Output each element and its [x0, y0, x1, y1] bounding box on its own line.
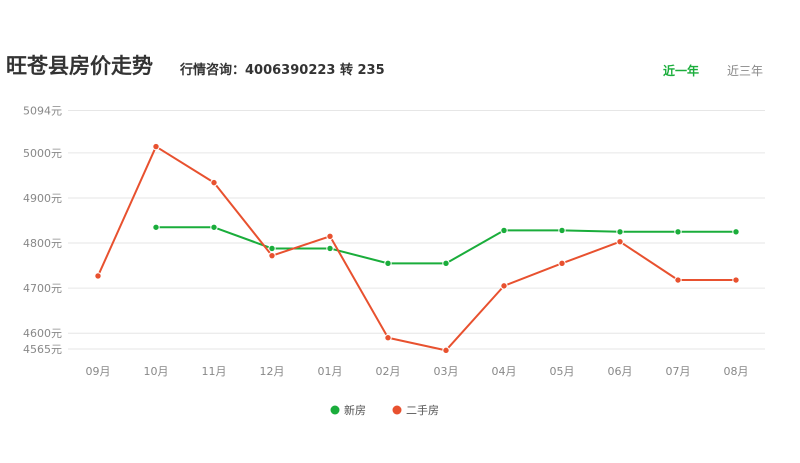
x-tick-label: 05月: [550, 365, 575, 378]
legend-item[interactable]: 新房: [330, 403, 367, 417]
data-point[interactable]: [558, 259, 566, 268]
data-point[interactable]: [326, 232, 334, 240]
data-point[interactable]: [268, 251, 276, 260]
data-point[interactable]: [384, 259, 392, 268]
data-point[interactable]: [732, 276, 740, 284]
data-point[interactable]: [732, 228, 740, 236]
y-tick-label: 5000元: [23, 147, 62, 160]
tab-three-year[interactable]: 近三年: [727, 64, 764, 78]
data-point[interactable]: [152, 142, 160, 151]
legend-label: 新房: [344, 403, 366, 417]
legend-item[interactable]: 二手房: [392, 403, 440, 417]
y-tick-label: 5094元: [23, 105, 62, 118]
data-point[interactable]: [616, 237, 624, 246]
legend: 新房 二手房: [330, 403, 440, 417]
data-point[interactable]: [442, 259, 450, 268]
data-point[interactable]: [500, 226, 508, 235]
x-tick-label: 02月: [376, 365, 401, 378]
series-line: [156, 226, 736, 265]
x-tick-label: 12月: [260, 365, 285, 378]
series-new-house: [152, 223, 740, 268]
y-tick-label: 4700元: [23, 282, 62, 295]
legend-marker: [392, 405, 402, 415]
x-tick-label: 09月: [86, 365, 111, 378]
data-point[interactable]: [210, 178, 218, 187]
data-point[interactable]: [442, 346, 450, 355]
x-tick-label: 11月: [202, 365, 227, 378]
x-tick-label: 06月: [608, 365, 633, 378]
x-tick-label: 04月: [492, 365, 517, 378]
data-point[interactable]: [152, 223, 160, 231]
data-point[interactable]: [674, 276, 682, 284]
legend-marker: [330, 405, 340, 415]
data-point[interactable]: [326, 244, 334, 253]
data-point[interactable]: [616, 228, 624, 236]
data-point[interactable]: [384, 334, 392, 342]
x-tick-label: 03月: [434, 365, 459, 378]
x-tick-label: 01月: [318, 365, 343, 378]
x-tick-label: 10月: [144, 365, 169, 378]
data-point[interactable]: [674, 228, 682, 236]
tab-one-year[interactable]: 近一年: [663, 64, 700, 78]
y-tick-label: 4900元: [23, 192, 62, 205]
legend-label: 二手房: [406, 403, 439, 417]
series-line: [97, 145, 736, 352]
x-tick-label: 07月: [666, 365, 691, 378]
x-tick-label: 08月: [724, 365, 749, 378]
data-point[interactable]: [94, 272, 102, 280]
y-tick-label: 4565元: [23, 343, 62, 356]
series-layer: [94, 142, 740, 355]
hotline-text: 行情咨询：4006390223 转 235: [180, 63, 385, 78]
grid-layer: [68, 110, 765, 350]
page-title: 旺苍县房价走势: [6, 54, 153, 78]
series-second-hand: [94, 142, 740, 355]
data-point[interactable]: [268, 244, 276, 253]
y-tick-label: 4800元: [23, 237, 62, 250]
data-point[interactable]: [558, 226, 566, 235]
y-tick-label: 4600元: [23, 327, 62, 340]
data-point[interactable]: [210, 223, 218, 231]
axis-layer: 4565元 4600元 4700元 4800元 4900元 5000元 5094元 09月 10…: [23, 105, 749, 379]
data-point[interactable]: [500, 282, 508, 290]
